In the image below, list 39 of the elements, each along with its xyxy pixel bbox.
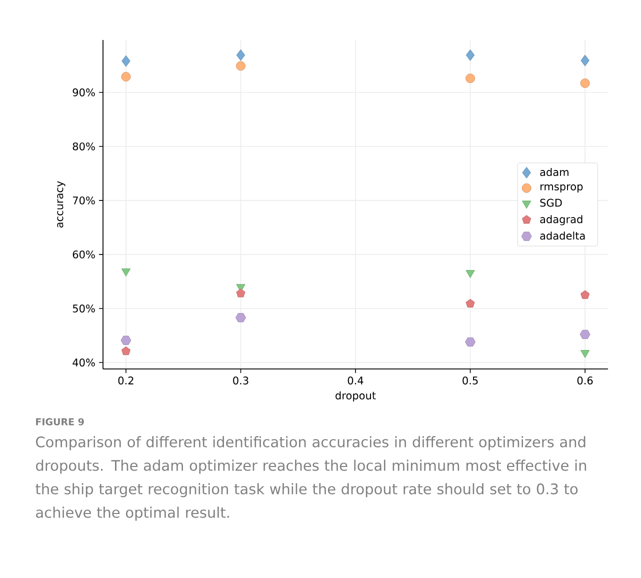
caption: FIGURE 9 — [36, 418, 84, 426]
point — [466, 270, 475, 278]
legend-label: SGD — [540, 198, 562, 207]
point — [120, 336, 132, 345]
x-axis-title: dropout — [336, 391, 376, 402]
y-tick-label: 70% — [72, 196, 95, 204]
point — [235, 313, 246, 322]
y-axis-title: accuracy — [57, 181, 66, 228]
point — [236, 61, 246, 71]
point — [466, 74, 476, 84]
point — [122, 55, 130, 67]
legend-label: adadelta — [540, 232, 585, 240]
point — [465, 337, 476, 347]
point — [121, 346, 130, 356]
y-tick-label: 90% — [72, 88, 95, 96]
y-tick-label: 60% — [72, 250, 95, 258]
point — [466, 49, 475, 61]
legend-label: adam — [540, 168, 568, 176]
point — [580, 350, 590, 358]
point — [580, 330, 590, 339]
x-tick-label: 0.4 — [348, 376, 364, 384]
point — [580, 54, 590, 66]
x-tick-label: 0.6 — [577, 376, 593, 384]
point — [236, 288, 246, 298]
point — [466, 298, 475, 308]
point — [580, 78, 590, 88]
point — [236, 49, 246, 61]
point — [121, 268, 131, 276]
point — [121, 72, 131, 82]
y-tick-label: 50% — [72, 304, 95, 312]
x-tick-label: 0.3 — [233, 376, 248, 384]
legend-label: adagrad — [540, 215, 582, 226]
y-tick-label: 40% — [72, 358, 95, 366]
x-tick-label: 0.5 — [462, 376, 478, 384]
y-tick-label: 80% — [72, 142, 95, 150]
point — [580, 290, 590, 299]
legend-label: rmsprop — [540, 184, 583, 192]
x-tick-label: 0.2 — [118, 376, 134, 384]
text: Comparison of different identification accuracies in different optimizers and dropouts. The adam optimizer reaches the local minimum most effective in the ship target recognition task while the dropout rate should set to 0.3 to achieve the optimal result. — [36, 436, 586, 521]
